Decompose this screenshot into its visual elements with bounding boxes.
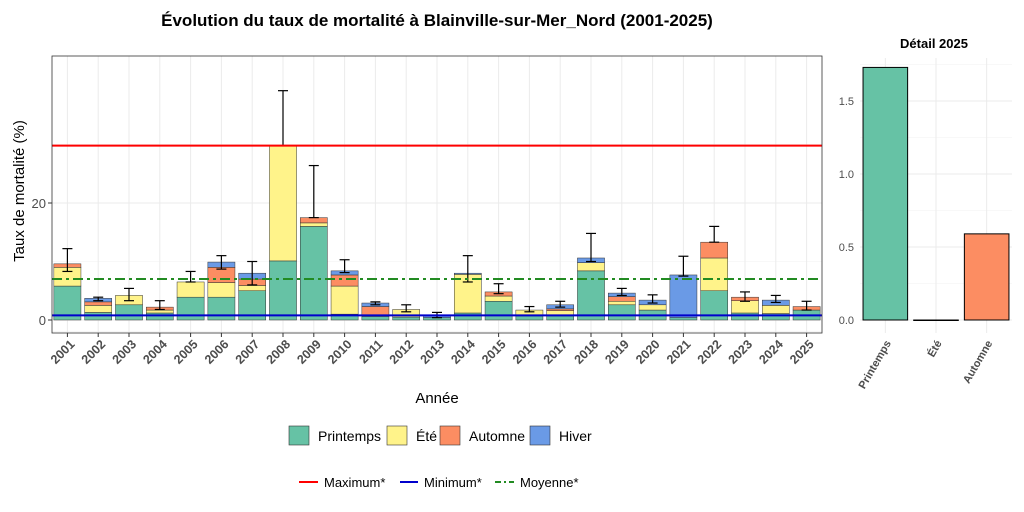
bar-segment (700, 241, 729, 259)
bar-segment (453, 312, 482, 321)
side-y-tick-label: 1.5 (839, 96, 854, 108)
side-y-tick-label: 0.0 (839, 315, 854, 327)
x-tick-label: 2003 (110, 337, 140, 367)
x-tick-label: 2022 (695, 337, 725, 367)
bar-segment (453, 274, 482, 314)
bar-segment (361, 316, 390, 321)
x-tick-label: 2017 (541, 337, 571, 367)
bar-segment (84, 301, 113, 306)
bar-segment (84, 305, 113, 313)
x-tick-label: 2002 (79, 337, 109, 367)
x-tick-label: 2023 (726, 337, 756, 367)
side-x-tick-label: Automne (961, 339, 995, 386)
x-tick-label: 2021 (664, 337, 694, 367)
x-tick-label: 2019 (602, 337, 632, 367)
main-plot-error-bars (62, 90, 812, 319)
bar-segment (269, 145, 297, 262)
y-axis-title: Taux de mortalité (%) (11, 120, 28, 262)
bar-segment (392, 316, 421, 321)
x-axis-title: Année (415, 390, 458, 407)
y-tick-label: 0 (39, 313, 46, 328)
bar-segment (176, 281, 205, 298)
x-tick-label: 2020 (633, 337, 663, 367)
side-bar (913, 319, 959, 321)
bar-segment (299, 222, 328, 227)
legend-label: Automne (469, 428, 525, 444)
legend-line-label: Moyenne* (520, 475, 579, 490)
bar-segment (607, 301, 636, 306)
x-tick-label: 2015 (479, 337, 509, 367)
side-x-tick-label: Printemps (857, 339, 894, 392)
legend-swatch (439, 425, 461, 446)
bar-segment (731, 312, 759, 321)
x-tick-label: 2014 (448, 337, 478, 367)
bar-segment (145, 312, 174, 321)
side-bar (963, 233, 1010, 321)
bar-segment (700, 257, 729, 291)
side-y-tick-label: 1.0 (839, 169, 854, 181)
side-plot-bars (862, 66, 1010, 321)
x-tick-label: 2025 (787, 337, 817, 367)
x-tick-label: 2008 (264, 337, 294, 367)
main-plot-reference-lines (52, 144, 822, 317)
bar-segment (176, 296, 205, 321)
legend-line-label: Maximum* (324, 475, 385, 490)
bar-segment (207, 282, 236, 298)
x-tick-label: 2016 (510, 337, 540, 367)
bar-segment (330, 274, 359, 287)
bar-segment (238, 285, 267, 291)
legend-swatch (288, 425, 310, 446)
x-tick-label: 2010 (325, 337, 355, 367)
side-chart-title: Détail 2025 (900, 36, 968, 51)
y-tick-label: 20 (32, 196, 46, 211)
legend-label: Été (416, 428, 437, 444)
legend-swatch (529, 425, 551, 446)
x-tick-label: 2001 (48, 337, 78, 367)
bar-segment (546, 308, 575, 311)
bar-segment (515, 315, 544, 321)
bar-segment (731, 300, 759, 314)
side-bar (862, 66, 909, 321)
x-tick-label: 2009 (294, 337, 324, 367)
bar-segment (299, 226, 328, 321)
side-x-tick-label: Été (925, 338, 945, 359)
bar-segment (330, 285, 359, 315)
bar-segment (669, 317, 698, 321)
main-chart-title: Évolution du taux de mortalité à Blainvi… (161, 11, 713, 30)
legend-line-label: Minimum* (424, 475, 482, 490)
bar-segment (484, 301, 513, 321)
x-tick-label: 2013 (418, 337, 448, 367)
legend: Printemps Été Automne Hiver Maximum* Minimum*… (288, 425, 592, 490)
bar-segment (577, 262, 605, 272)
bar-segment (546, 315, 575, 321)
bar-segment (145, 309, 174, 314)
x-tick-label: 2004 (140, 337, 170, 367)
bar-segment (115, 304, 143, 321)
bar-segment (269, 260, 297, 321)
bar-segment (299, 217, 328, 224)
bar-segment (761, 305, 790, 314)
side-y-tick-label: 0.5 (839, 242, 854, 254)
x-tick-label: 2018 (572, 337, 602, 367)
bar-segment (607, 304, 636, 321)
legend-label: Printemps (318, 428, 381, 444)
x-tick-label: 2007 (233, 337, 263, 367)
x-tick-label: 2005 (171, 337, 201, 367)
x-tick-label: 2012 (387, 337, 417, 367)
bar-segment (361, 306, 390, 315)
x-tick-label: 2024 (756, 337, 786, 367)
bar-segment (207, 296, 236, 321)
bar-segment (669, 274, 698, 318)
bar-segment (607, 296, 636, 302)
bar-segment (484, 295, 513, 302)
x-tick-label: 2011 (356, 337, 385, 366)
bar-segment (638, 304, 667, 311)
legend-label: Hiver (559, 428, 592, 444)
x-tick-label: 2006 (202, 337, 232, 367)
legend-swatch (386, 425, 408, 446)
